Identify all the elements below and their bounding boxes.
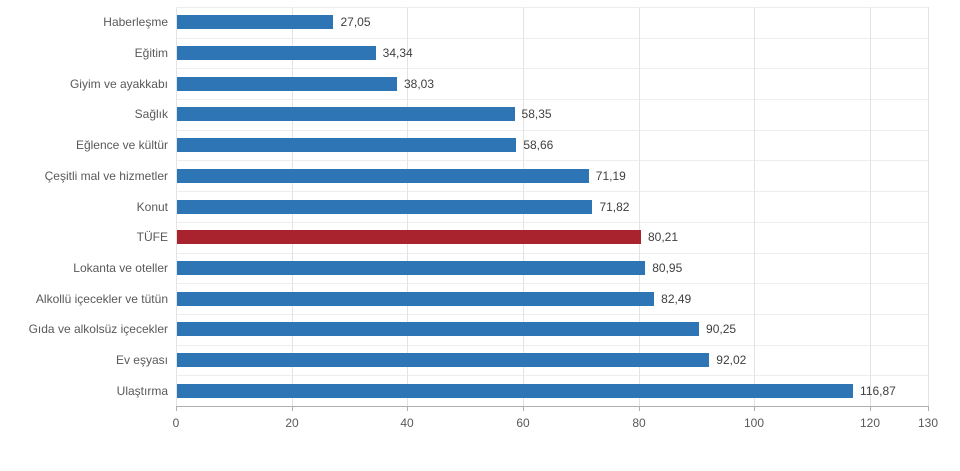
x-axis-tick-label: 100: [743, 416, 765, 430]
category-label: Lokanta ve oteller: [73, 260, 168, 275]
x-axis-tick-label: 60: [516, 416, 530, 430]
horizontal-gridline: [176, 68, 928, 70]
x-axis-tick: [639, 407, 640, 411]
horizontal-gridline: [176, 252, 928, 254]
x-axis-tick: [292, 407, 293, 411]
category-label: Eğitim: [134, 46, 168, 61]
horizontal-gridline: [176, 129, 928, 131]
x-axis-tick-label: 120: [859, 416, 881, 430]
category-label: Ev eşyası: [115, 352, 168, 367]
vertical-gridline: [928, 7, 929, 406]
category-label: Haberleşme: [103, 15, 168, 30]
bar: [177, 322, 700, 337]
x-axis-tick: [870, 407, 871, 411]
bar: [177, 168, 589, 183]
x-axis-tick-label: 80: [632, 416, 646, 430]
bar: [177, 138, 517, 153]
horizontal-gridline: [176, 221, 928, 223]
horizontal-gridline: [176, 160, 928, 162]
bar: [177, 383, 854, 398]
horizontal-gridline: [176, 191, 928, 193]
x-axis-tick: [176, 407, 177, 411]
value-label: 90,25: [706, 322, 737, 337]
horizontal-gridline: [176, 7, 928, 8]
value-label: 34,34: [382, 46, 413, 61]
value-label: 116,87: [860, 383, 896, 398]
x-axis-tick: [523, 407, 524, 411]
horizontal-gridline: [176, 37, 928, 39]
vertical-gridline: [754, 7, 755, 406]
vertical-gridline: [639, 7, 640, 406]
category-label: Konut: [136, 199, 168, 214]
category-label: Sağlık: [134, 107, 168, 122]
category-label: Gıda ve alkolsüz içecekler: [28, 322, 168, 337]
x-axis-tick-label: 0: [172, 416, 180, 430]
horizontal-gridline: [176, 99, 928, 101]
vertical-gridline: [176, 7, 177, 406]
horizontal-gridline: [176, 283, 928, 285]
category-label: Eğlence ve kültür: [75, 138, 168, 153]
bar: [177, 76, 397, 91]
value-label: 92,02: [716, 352, 747, 367]
vertical-gridline: [870, 7, 871, 406]
bar: [177, 352, 710, 367]
bar: [177, 260, 646, 275]
value-label: 80,21: [647, 230, 678, 245]
highlight-bar: [177, 230, 641, 245]
category-label: Ulaştırma: [116, 383, 168, 398]
x-axis-tick: [407, 407, 408, 411]
bar: [177, 107, 515, 122]
bar: [177, 199, 593, 214]
category-label: Çeşitli mal ve hizmetler: [44, 168, 168, 183]
value-label: 82,49: [661, 291, 692, 306]
x-axis-tick-label: 40: [400, 416, 414, 430]
x-axis-tick-label: 20: [285, 416, 299, 430]
value-label: 58,66: [523, 138, 554, 153]
horizontal-gridline: [176, 344, 928, 346]
value-label: 27,05: [340, 15, 371, 30]
value-label: 71,19: [595, 168, 626, 183]
category-label: Alkollü içecekler ve tütün: [35, 291, 168, 306]
value-label: 58,35: [521, 107, 552, 122]
x-axis-line: [176, 406, 929, 407]
x-axis-tick: [754, 407, 755, 411]
horizontal-gridline: [176, 313, 928, 315]
x-axis-tick: [928, 407, 929, 411]
value-label: 80,95: [652, 260, 683, 275]
value-label: 38,03: [403, 76, 435, 91]
x-axis-tick-label: 130: [917, 416, 939, 430]
category-label: TÜFE: [136, 230, 168, 245]
category-label: Giyim ve ayakkabı: [69, 76, 168, 91]
bar: [177, 291, 655, 306]
bar: [177, 46, 376, 61]
horizontal-gridline: [176, 375, 928, 377]
bar: [177, 15, 334, 30]
value-label: 71,82: [599, 199, 630, 214]
